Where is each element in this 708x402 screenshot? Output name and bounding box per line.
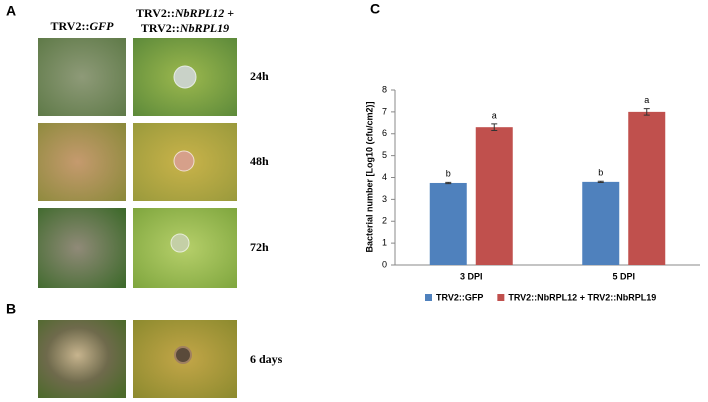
y-tick-label: 5 [382, 150, 387, 160]
y-tick-label: 0 [382, 259, 387, 269]
bar [475, 127, 513, 265]
row-label: 72h [250, 240, 269, 254]
header-run: TRV2:: [136, 6, 175, 20]
y-tick-label: 6 [382, 128, 387, 138]
significance-letter: a [492, 110, 497, 120]
column-header: TRV2::GFP [51, 19, 115, 33]
bar [429, 182, 467, 265]
legend-label: TRV2::GFP [436, 292, 483, 302]
panel-label: A [6, 3, 16, 19]
lesion [173, 150, 195, 172]
y-axis-label: Bacterial number [Log10 (cfu/cm2)] [364, 101, 374, 252]
x-tick-label: 5 DPI [612, 271, 635, 281]
bar [582, 181, 620, 265]
row-label: 24h [250, 69, 269, 83]
header-run: TRV2:: [141, 21, 180, 35]
significance-letter: b [446, 169, 451, 179]
y-tick-label: 4 [382, 172, 387, 182]
lesion [173, 65, 197, 89]
y-tick-label: 2 [382, 216, 387, 226]
significance-letter: b [598, 168, 603, 178]
y-tick-label: 7 [382, 106, 387, 116]
panel-label: B [6, 301, 16, 317]
header-run: NbRPL19 [179, 21, 229, 35]
header-run: GFP [89, 19, 114, 33]
y-tick-label: 3 [382, 194, 387, 204]
column-header: TRV2::NbRPL19 [141, 21, 229, 35]
significance-letter: a [644, 95, 649, 105]
leaf-photo [38, 320, 126, 398]
legend-swatch [425, 294, 432, 301]
lesion [170, 233, 190, 253]
row-label: 6 days [250, 352, 283, 366]
leaf-photo [38, 123, 126, 201]
x-tick-label: 3 DPI [460, 271, 483, 281]
y-tick-label: 1 [382, 238, 387, 248]
legend-label: TRV2::NbRPL12 + TRV2::NbRPL19 [508, 292, 656, 302]
leaf-photo [38, 38, 126, 116]
row-label: 48h [250, 154, 269, 168]
error-bar [491, 123, 498, 131]
header-run: + [224, 6, 234, 20]
photos [38, 38, 237, 398]
header-run: NbRPL12 [174, 6, 224, 20]
error-bar [445, 181, 452, 185]
leaf-photo [38, 208, 126, 288]
lesion [174, 346, 192, 364]
bar [628, 111, 666, 265]
error-bar [643, 108, 650, 116]
y-tick-label: 8 [382, 84, 387, 94]
error-bar [597, 180, 604, 184]
panel-label: C [370, 1, 380, 17]
header-run: TRV2:: [51, 19, 90, 33]
legend-swatch [497, 294, 505, 301]
column-header: TRV2::NbRPL12 + [136, 6, 234, 20]
